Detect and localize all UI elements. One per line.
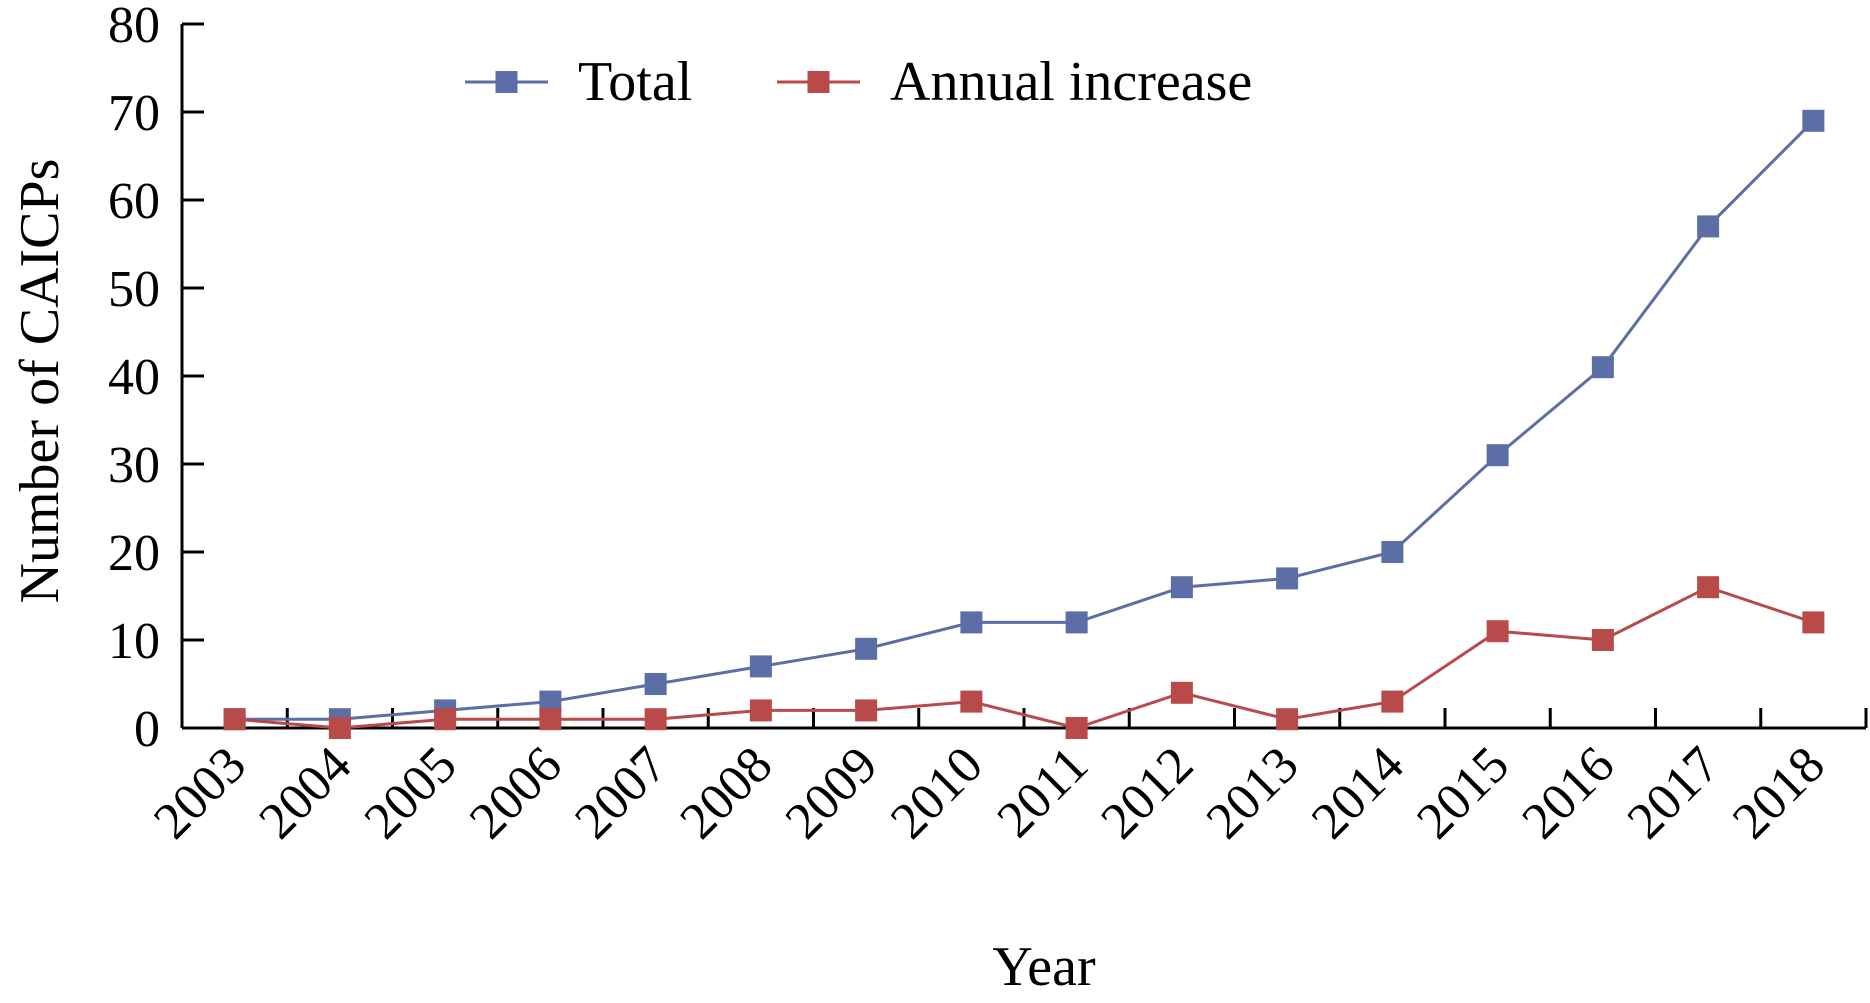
x-tick-label: 2005 xyxy=(354,736,468,850)
y-tick-label: 50 xyxy=(108,261,160,318)
data-point-marker xyxy=(539,690,562,713)
x-tick-label: 2015 xyxy=(1406,736,1520,850)
legend-marker xyxy=(495,71,518,93)
y-tick-label: 30 xyxy=(108,437,160,494)
x-tick-label: 2009 xyxy=(775,736,889,850)
legend-item: Annual increase xyxy=(777,51,1252,113)
series-layer xyxy=(223,109,1825,739)
x-tick-label: 2004 xyxy=(249,736,363,850)
y-tick-label: 70 xyxy=(108,85,160,142)
series-line xyxy=(234,585,1814,730)
data-point-marker xyxy=(1486,620,1509,643)
x-axis-title: Year xyxy=(992,936,1096,998)
data-point-marker xyxy=(223,708,246,731)
series-annual-increase xyxy=(223,576,1825,739)
data-point-marker xyxy=(1591,356,1614,379)
x-tick-label: 2013 xyxy=(1196,736,1310,850)
data-point-marker xyxy=(644,673,667,695)
data-point-marker xyxy=(1802,611,1825,634)
data-point-marker xyxy=(1697,576,1720,599)
y-tick-label: 40 xyxy=(108,349,160,406)
data-point-marker xyxy=(1170,576,1193,599)
data-point-marker xyxy=(1170,681,1193,704)
y-tick-label: 0 xyxy=(134,701,160,758)
data-point-marker xyxy=(1697,215,1720,238)
data-point-marker xyxy=(1381,690,1404,713)
x-tick-label: 2008 xyxy=(670,736,784,850)
y-tick-label: 10 xyxy=(108,613,160,670)
x-tick-label: 2010 xyxy=(880,736,994,850)
data-point-marker xyxy=(749,655,772,678)
data-point-marker xyxy=(328,717,351,739)
x-tick-label: 2018 xyxy=(1722,736,1836,850)
y-tick-label: 20 xyxy=(108,525,160,582)
y-axis-title: Number of CAICPs xyxy=(9,159,71,604)
data-point-marker xyxy=(1276,567,1299,590)
y-tick-label: 60 xyxy=(108,173,160,230)
x-tick-label: 2006 xyxy=(459,736,573,850)
data-point-marker xyxy=(644,708,667,731)
data-point-marker xyxy=(1486,444,1509,467)
legend-label: Annual increase xyxy=(890,51,1252,113)
data-point-marker xyxy=(1591,629,1614,651)
data-point-marker xyxy=(960,690,983,713)
y-tick-label: 80 xyxy=(108,0,160,54)
data-point-marker xyxy=(434,708,457,731)
x-tick-label: 2014 xyxy=(1301,736,1415,850)
data-point-marker xyxy=(1276,708,1299,731)
x-tick-label: 2016 xyxy=(1512,736,1626,850)
x-tick-label: 2017 xyxy=(1617,736,1731,850)
legend-marker xyxy=(807,71,830,93)
data-point-marker xyxy=(1065,717,1088,739)
legend-item: Total xyxy=(465,51,692,113)
x-tick-label: 2003 xyxy=(143,736,257,850)
legend-label: Total xyxy=(578,51,692,113)
x-tick-label: 2011 xyxy=(987,736,1099,848)
x-tick-label: 2007 xyxy=(564,736,678,850)
data-point-marker xyxy=(539,708,562,731)
data-point-marker xyxy=(855,637,878,660)
data-point-marker xyxy=(855,699,878,722)
data-point-marker xyxy=(749,699,772,722)
axes: 0102030405060708020032004200520062007200… xyxy=(108,0,1868,850)
series-line xyxy=(234,119,1815,721)
x-tick-label: 2012 xyxy=(1091,736,1205,850)
data-point-marker xyxy=(1065,611,1088,634)
data-point-marker xyxy=(1381,541,1404,563)
data-point-marker xyxy=(1802,109,1825,132)
data-point-marker xyxy=(960,611,983,634)
legend: Total Annual increase xyxy=(465,51,1252,113)
